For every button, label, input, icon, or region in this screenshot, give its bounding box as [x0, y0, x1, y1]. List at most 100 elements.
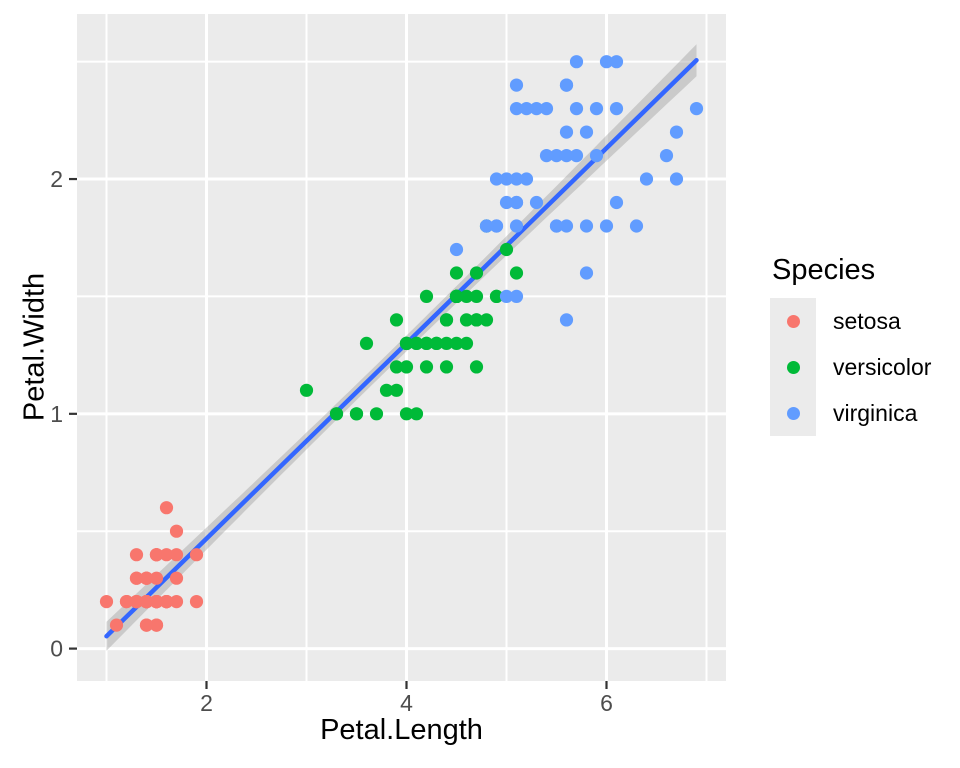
versicolor-data-point: [439, 360, 454, 374]
legend: Species setosa versicolor virginica: [770, 254, 931, 436]
setosa-data-point: [109, 618, 124, 632]
virginica-data-point: [479, 219, 494, 233]
versicolor-data-point: [379, 383, 394, 397]
virginica-data-point: [569, 55, 584, 69]
virginica-data-point: [549, 149, 564, 163]
virginica-data-point: [509, 289, 524, 303]
virginica-data-point: [559, 219, 574, 233]
virginica-data-point: [589, 149, 604, 163]
virginica-data-point: [489, 219, 504, 233]
virginica-data-point: [579, 125, 594, 139]
setosa-data-point: [159, 501, 174, 515]
versicolor-data-point: [369, 407, 384, 421]
setosa-data-point: [149, 618, 164, 632]
virginica-data-point: [519, 102, 534, 116]
versicolor-point-icon: [786, 360, 800, 374]
setosa-data-point: [99, 595, 114, 609]
versicolor-data-point: [349, 407, 364, 421]
virginica-data-point: [559, 149, 574, 163]
setosa-data-point: [149, 571, 164, 585]
setosa-data-point: [119, 595, 134, 609]
versicolor-data-point: [469, 360, 484, 374]
legend-key: [770, 344, 816, 390]
setosa-data-point: [169, 548, 184, 562]
virginica-data-point: [509, 78, 524, 92]
setosa-data-point: [129, 548, 144, 562]
virginica-data-point: [569, 149, 584, 163]
setosa-data-point: [169, 595, 184, 609]
legend-item-virginica[interactable]: virginica: [770, 390, 931, 436]
setosa-data-point: [129, 571, 144, 585]
versicolor-data-point: [499, 242, 514, 257]
legend-item-setosa[interactable]: setosa: [770, 298, 931, 344]
virginica-data-point: [609, 195, 624, 210]
versicolor-data-point: [449, 266, 464, 280]
versicolor-data-point: [299, 383, 314, 397]
virginica-data-point: [499, 172, 514, 186]
x-axis-tick-label: 4: [400, 690, 413, 716]
virginica-data-point: [509, 219, 524, 233]
virginica-data-point: [449, 242, 464, 257]
virginica-data-point: [549, 219, 564, 233]
virginica-data-point: [609, 102, 624, 116]
y-axis-title: Petal.Width: [18, 272, 51, 422]
versicolor-data-point: [459, 289, 474, 303]
versicolor-data-point: [439, 313, 454, 327]
versicolor-data-point: [389, 360, 404, 374]
y-axis-tick-label: 1: [50, 401, 63, 427]
virginica-data-point: [659, 149, 674, 163]
virginica-data-point: [559, 313, 574, 327]
setosa-point-icon: [786, 314, 800, 328]
versicolor-data-point: [439, 336, 454, 350]
versicolor-data-point: [449, 289, 464, 303]
virginica-data-point: [669, 172, 684, 186]
legend-item-versicolor[interactable]: versicolor: [770, 344, 931, 390]
setosa-data-point: [149, 548, 164, 562]
versicolor-data-point: [409, 336, 424, 350]
setosa-data-point: [139, 595, 154, 609]
x-axis-title: Petal.Length: [320, 714, 483, 746]
versicolor-data-point: [389, 383, 404, 397]
legend-item-label: virginica: [833, 399, 918, 426]
x-axis-tick-label: 2: [200, 690, 213, 716]
virginica-data-point: [609, 55, 624, 69]
y-axis-tick-label: 2: [50, 166, 63, 192]
versicolor-data-point: [459, 313, 474, 327]
virginica-data-point: [509, 102, 524, 116]
virginica-data-point: [539, 149, 554, 163]
virginica-point-icon: [786, 406, 800, 420]
versicolor-data-point: [429, 336, 444, 350]
versicolor-data-point: [409, 407, 424, 421]
setosa-data-point: [189, 595, 204, 609]
setosa-data-point: [129, 595, 144, 609]
legend-item-label: versicolor: [833, 353, 932, 380]
legend-key: [770, 298, 816, 344]
setosa-data-point: [159, 595, 174, 609]
virginica-data-point: [499, 195, 514, 210]
legend-title: Species: [772, 254, 876, 286]
versicolor-data-point: [419, 360, 434, 374]
versicolor-data-point: [469, 266, 484, 280]
setosa-data-point: [189, 548, 204, 562]
versicolor-data-point: [359, 336, 374, 350]
virginica-data-point: [529, 102, 544, 116]
virginica-data-point: [559, 78, 574, 92]
virginica-data-point: [559, 125, 574, 139]
virginica-data-point: [529, 195, 544, 210]
virginica-data-point: [489, 172, 504, 186]
virginica-data-point: [579, 266, 594, 280]
versicolor-data-point: [329, 407, 344, 421]
versicolor-data-point: [449, 336, 464, 350]
virginica-data-point: [599, 219, 614, 233]
versicolor-data-point: [489, 289, 504, 303]
virginica-data-point: [629, 219, 644, 233]
virginica-data-point: [539, 102, 554, 116]
setosa-data-point: [139, 618, 154, 632]
versicolor-data-point: [459, 336, 474, 350]
versicolor-data-point: [389, 313, 404, 327]
virginica-data-point: [639, 172, 654, 186]
virginica-data-point: [509, 172, 524, 186]
virginica-data-point: [689, 102, 704, 116]
setosa-data-point: [139, 571, 154, 585]
